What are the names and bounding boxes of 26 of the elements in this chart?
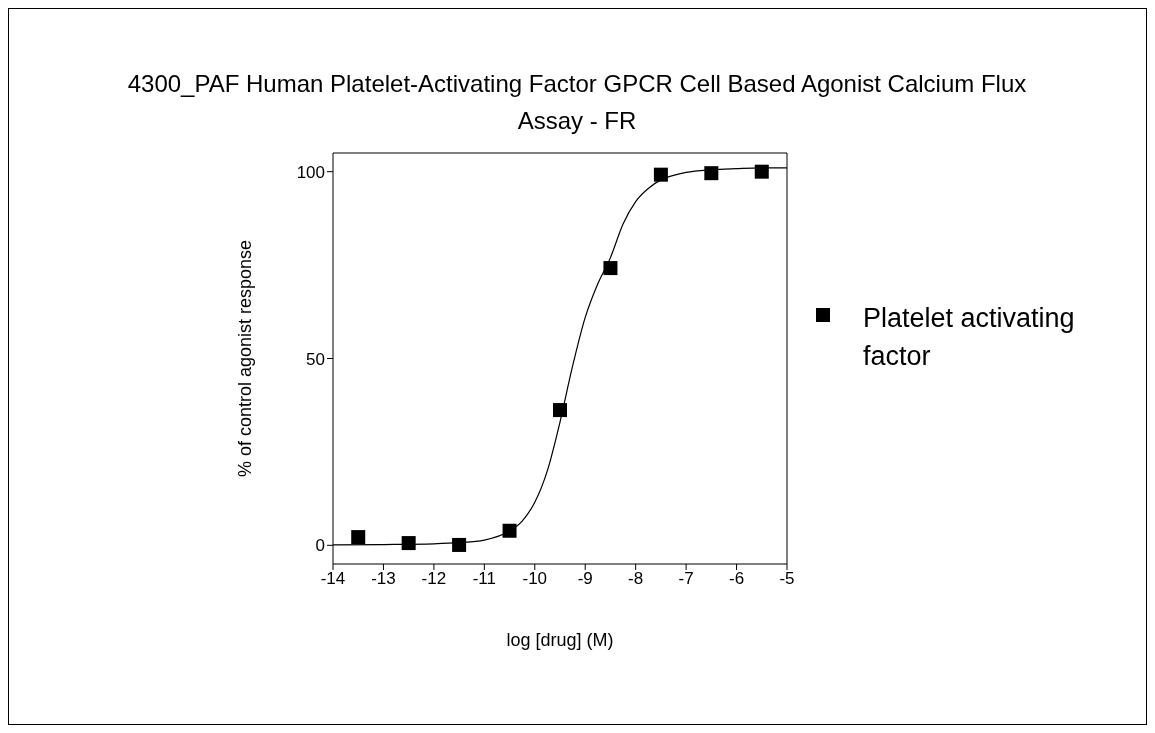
point <box>553 403 567 418</box>
x-tick-label: -6 <box>728 569 745 589</box>
point <box>653 167 668 182</box>
point <box>603 261 618 276</box>
x-tick-label: -13 <box>371 569 396 589</box>
x-tick-label: -12 <box>421 569 447 589</box>
x-axis-title: log [drug] (M) <box>506 630 614 650</box>
point <box>452 537 467 552</box>
x-tick-label: -5 <box>779 569 795 589</box>
x-tick-label: -7 <box>678 569 694 589</box>
y-axis-title: % of control agonist response <box>235 239 256 478</box>
x-tick-label: -14 <box>320 569 346 589</box>
y-tick-label: 100 <box>296 162 325 182</box>
x-tick-label: -11 <box>472 569 496 589</box>
point <box>502 523 517 538</box>
point <box>704 166 719 181</box>
point <box>351 530 366 545</box>
point <box>401 536 416 551</box>
y-tick-label: 0 <box>315 536 325 556</box>
chart-title: 4300_PAF Human Platelet-Activating Factor GPCR Cell Based Agonist Calcium Flux Assay - FR <box>126 69 1028 136</box>
point <box>754 164 769 179</box>
legend-label: Platelet activating factor <box>863 302 1076 373</box>
x-tick-label: -10 <box>522 569 548 589</box>
x-tick-label: -9 <box>577 569 593 589</box>
x-tick-label: -8 <box>628 569 644 589</box>
y-tick-label: 50 <box>306 349 325 369</box>
